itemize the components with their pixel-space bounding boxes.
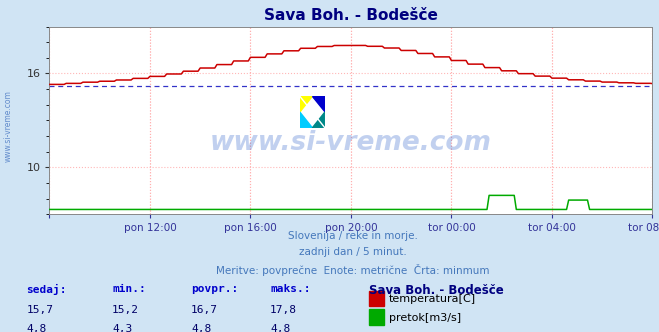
Polygon shape <box>312 96 325 112</box>
Title: Sava Boh. - Bodešče: Sava Boh. - Bodešče <box>264 8 438 23</box>
Polygon shape <box>300 112 312 128</box>
Text: min.:: min.: <box>112 284 146 294</box>
Text: 16,7: 16,7 <box>191 305 218 315</box>
Text: www.si-vreme.com: www.si-vreme.com <box>210 130 492 156</box>
Text: 15,2: 15,2 <box>112 305 139 315</box>
Text: 4,8: 4,8 <box>191 324 212 332</box>
Text: 15,7: 15,7 <box>26 305 53 315</box>
Polygon shape <box>300 96 312 112</box>
Text: sedaj:: sedaj: <box>26 284 67 295</box>
Text: temperatura[C]: temperatura[C] <box>389 294 476 304</box>
Text: maks.:: maks.: <box>270 284 310 294</box>
Text: Sava Boh. - Bodešče: Sava Boh. - Bodešče <box>369 284 503 297</box>
Text: 4,8: 4,8 <box>270 324 291 332</box>
Polygon shape <box>312 112 325 128</box>
Text: 4,3: 4,3 <box>112 324 132 332</box>
Text: 17,8: 17,8 <box>270 305 297 315</box>
Text: Slovenija / reke in morje.: Slovenija / reke in morje. <box>287 231 418 241</box>
Text: www.si-vreme.com: www.si-vreme.com <box>3 90 13 162</box>
Text: zadnji dan / 5 minut.: zadnji dan / 5 minut. <box>299 247 407 257</box>
Text: 4,8: 4,8 <box>26 324 47 332</box>
Text: pretok[m3/s]: pretok[m3/s] <box>389 313 461 323</box>
Text: povpr.:: povpr.: <box>191 284 239 294</box>
Text: Meritve: povprečne  Enote: metrične  Črta: minmum: Meritve: povprečne Enote: metrične Črta:… <box>215 264 490 276</box>
